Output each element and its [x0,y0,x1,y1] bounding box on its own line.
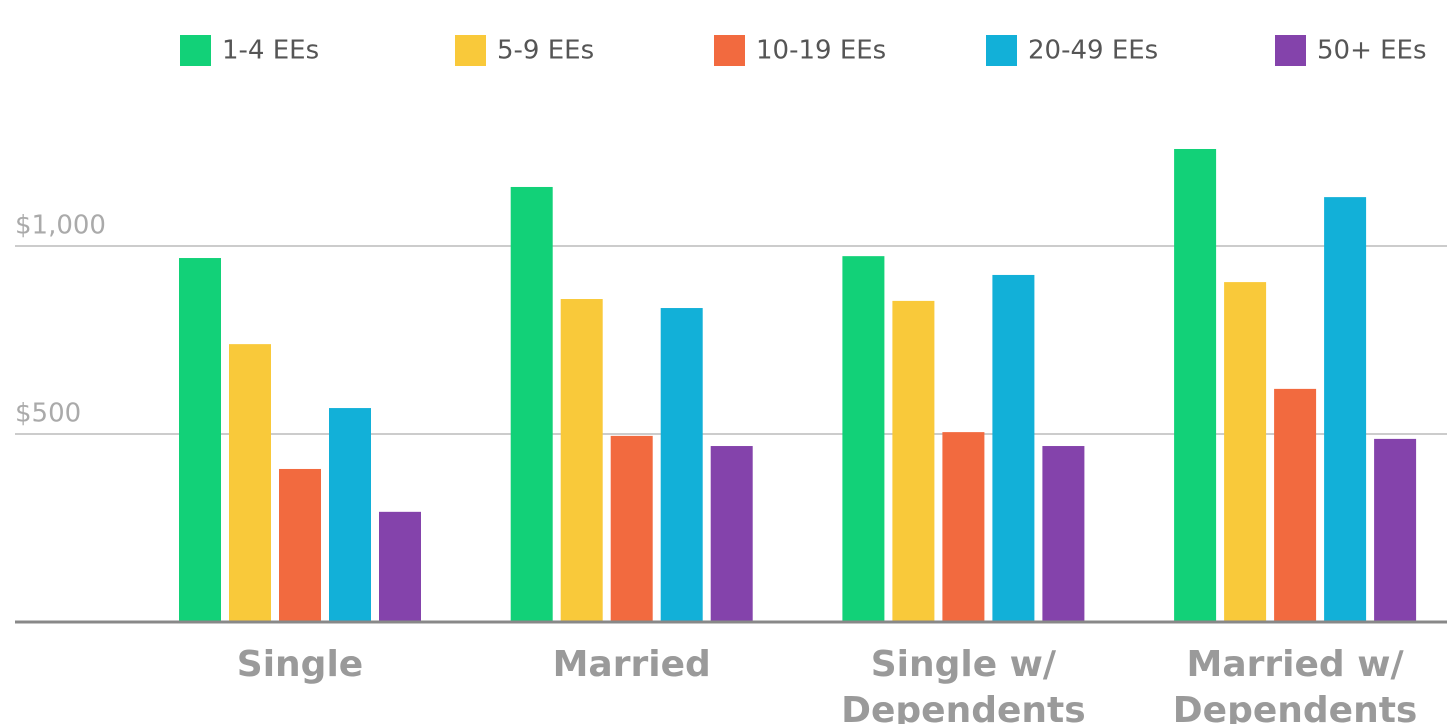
legend-label: 5-9 EEs [497,36,594,66]
y-tick-label: $500 [15,399,81,429]
bar [942,432,985,622]
bar [1324,197,1367,622]
bar [992,274,1035,622]
bar [229,344,271,622]
bar [379,511,421,622]
legend-swatch [1275,35,1306,66]
bar [179,258,221,622]
bar [1042,446,1085,622]
legend-label: 50+ EEs [1317,36,1427,66]
bar [1224,282,1267,622]
x-tick-label: Married w/ Dependents [1172,644,1418,724]
legend-label: 1-4 EEs [222,36,319,66]
legend-swatch [986,35,1017,66]
x-tick-label: Married [552,644,711,685]
bar [279,468,321,622]
legend-swatch [714,35,745,66]
bar [842,256,885,622]
bar [610,435,653,622]
legend-swatch [180,35,211,66]
bar [1374,438,1417,622]
y-tick-label: $1,000 [15,211,106,241]
bar [560,299,603,622]
legend-swatch [455,35,486,66]
x-tick-label: Single [236,644,364,685]
bar [329,408,371,622]
bar [1274,388,1317,622]
bar [710,446,753,622]
bar [892,300,935,622]
x-tick-label: Single w/ Dependents [841,644,1086,724]
legend-label: 20-49 EEs [1028,36,1158,66]
bar [510,186,553,622]
bar [660,308,703,622]
legend-label: 10-19 EEs [756,36,886,66]
bar [1174,148,1217,622]
